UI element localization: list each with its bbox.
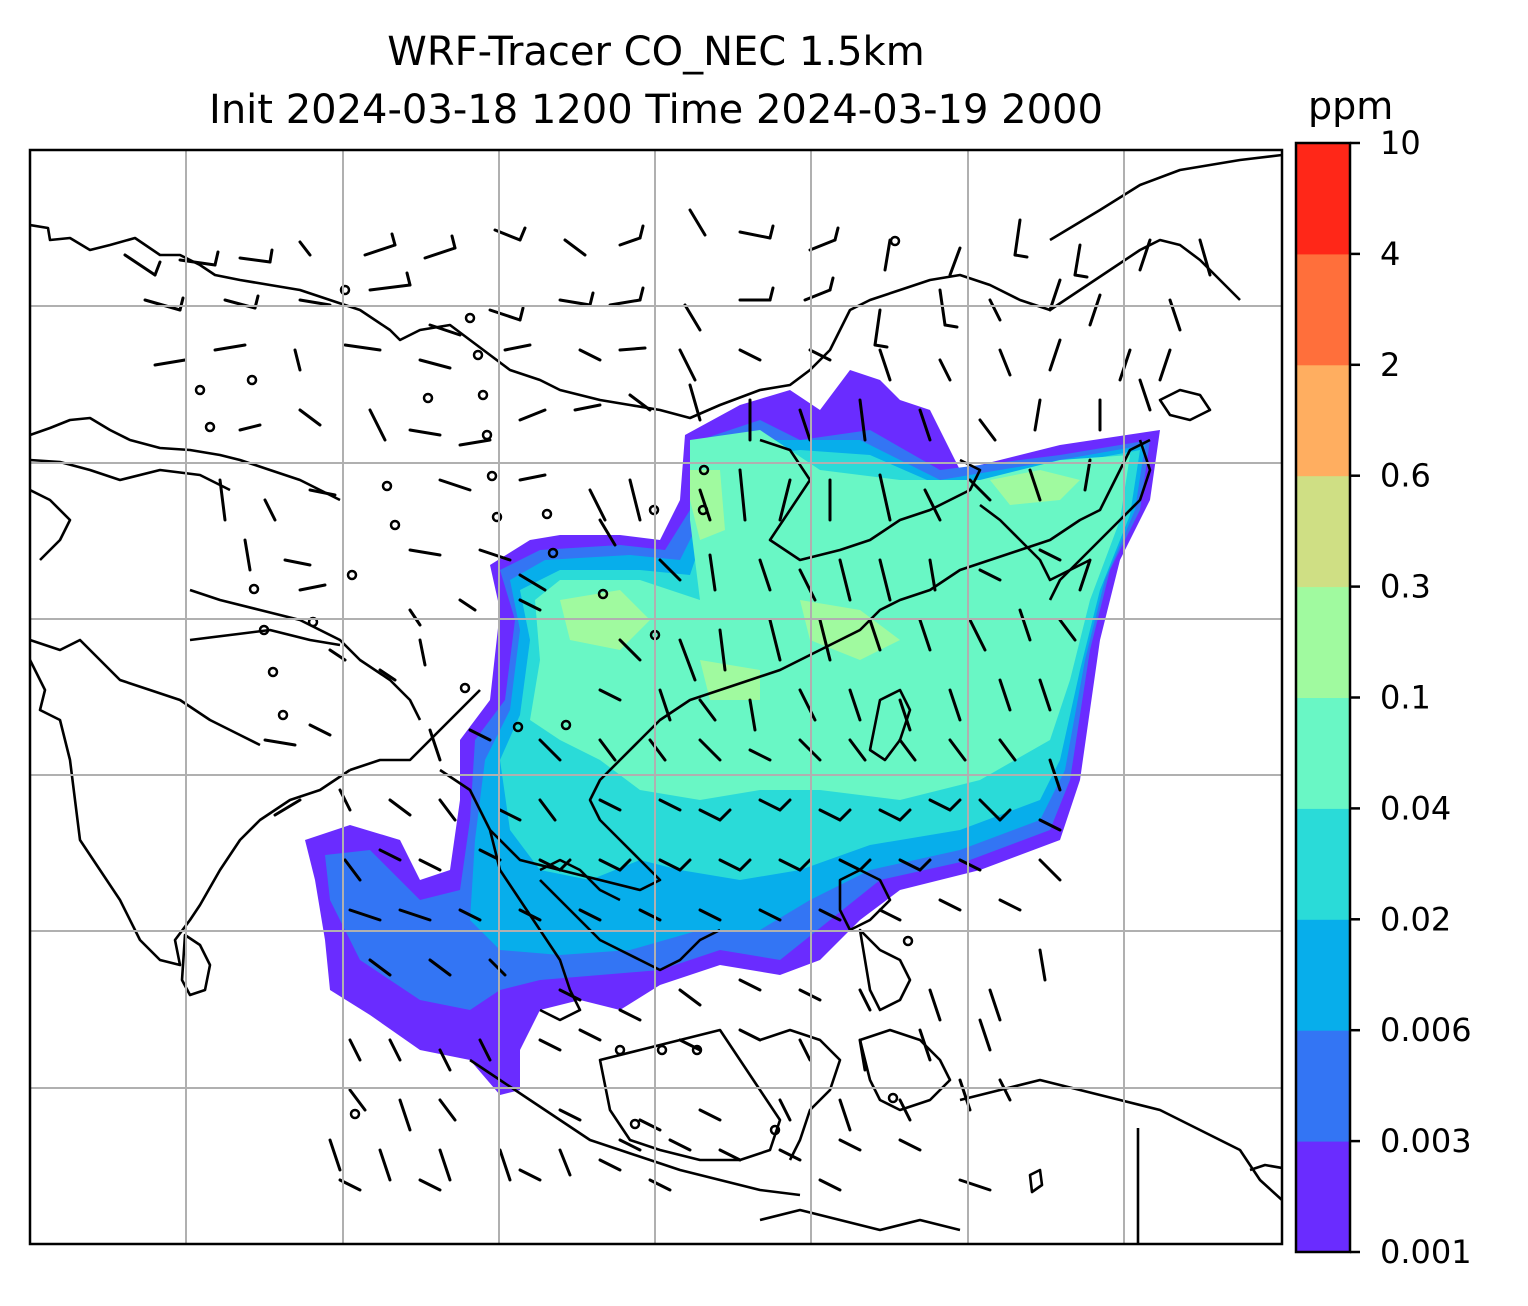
map-plot-area (30, 150, 1282, 1244)
colorbar-segment (1296, 919, 1350, 1031)
colorbar-segment (1296, 1141, 1350, 1253)
colorbar-segment (1296, 586, 1350, 698)
chart-title-line2: Init 2024-03-18 1200 Time 2024-03-19 200… (209, 87, 1103, 133)
calm-wind-circles (194, 235, 914, 1136)
colorbar-segment (1296, 364, 1350, 477)
colorbar-tick-label: 0.3 (1380, 568, 1431, 606)
colorbar-segment (1296, 697, 1350, 809)
colorbar-tick-label: 0.001 (1380, 1233, 1472, 1271)
wind-barbs (123, 208, 1212, 1192)
colorbar-tick-label: 0.6 (1380, 457, 1431, 495)
map-frame (28, 148, 1284, 1246)
colorbar-tick-label: 0.003 (1380, 1122, 1472, 1160)
plume-layer-01-e (700, 660, 760, 700)
colorbar-unit-label: ppm (1308, 84, 1394, 128)
colorbar-tick-label: 0.02 (1380, 900, 1451, 938)
colorbar-segment (1296, 1030, 1350, 1142)
colorbar: 0.001 0.003 0.006 0.02 0.04 0.1 0.3 0.6 2 4 10 (1294, 124, 1472, 1271)
colorbar-tick-label: 0.006 (1380, 1011, 1472, 1049)
colorbar-tick-label: 0.1 (1380, 679, 1431, 717)
colorbar-tick-label: 10 (1380, 124, 1421, 162)
colorbar-segment (1296, 143, 1350, 255)
colorbar-segment (1296, 808, 1350, 920)
chart-title-line1: WRF-Tracer CO_NEC 1.5km (387, 29, 925, 75)
map-gridlines (30, 150, 1282, 1244)
colorbar-tick-label: 0.04 (1380, 789, 1451, 827)
colorbar-tick-label: 4 (1380, 235, 1400, 273)
plume-layer-01-a (690, 470, 725, 540)
colorbar-tick-label: 2 (1380, 346, 1400, 384)
colorbar-segment (1296, 253, 1350, 366)
colorbar-segment (1296, 475, 1350, 588)
